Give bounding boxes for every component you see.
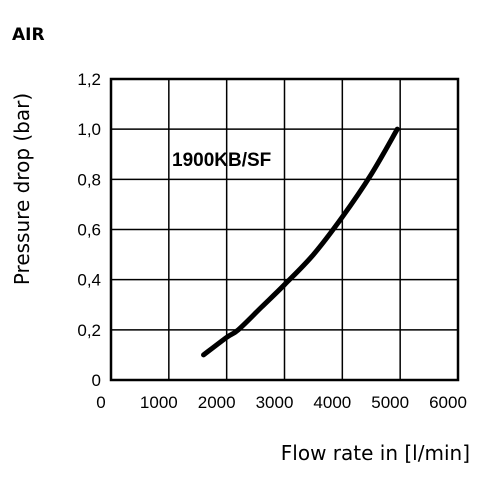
plot-frame — [109, 77, 460, 382]
x-tick-label: 4000 — [313, 393, 351, 412]
y-tick-label: 0,4 — [77, 271, 101, 290]
y-tick-label: 1,2 — [77, 70, 101, 89]
chart-title: AIR — [12, 25, 45, 45]
x-axis-label: Flow rate in [l/min] — [281, 441, 470, 465]
y-tick-label: 0,6 — [77, 221, 101, 240]
y-tick-label: 1,0 — [77, 120, 101, 139]
y-tick-label: 0,8 — [77, 170, 101, 189]
y-tick-label: 0,2 — [77, 321, 101, 340]
series-annotation: 1900KB/SF — [172, 150, 271, 171]
x-tick-label: 5000 — [371, 393, 409, 412]
y-axis-label: Pressure drop (bar) — [10, 93, 34, 285]
x-tick-label: 2000 — [198, 393, 236, 412]
x-tick-label: 0 — [96, 393, 105, 412]
x-tick-labels: 0 1000 2000 3000 4000 5000 6000 — [96, 393, 467, 412]
series-line-1900kb-sf — [201, 126, 400, 358]
x-tick-label: 1000 — [140, 393, 178, 412]
grid-lines — [111, 79, 458, 380]
x-tick-label: 6000 — [429, 393, 467, 412]
x-tick-label: 3000 — [256, 393, 294, 412]
y-tick-labels: 0 0,2 0,4 0,6 0,8 1,0 1,2 — [77, 70, 101, 390]
y-tick-label: 0 — [92, 371, 101, 390]
